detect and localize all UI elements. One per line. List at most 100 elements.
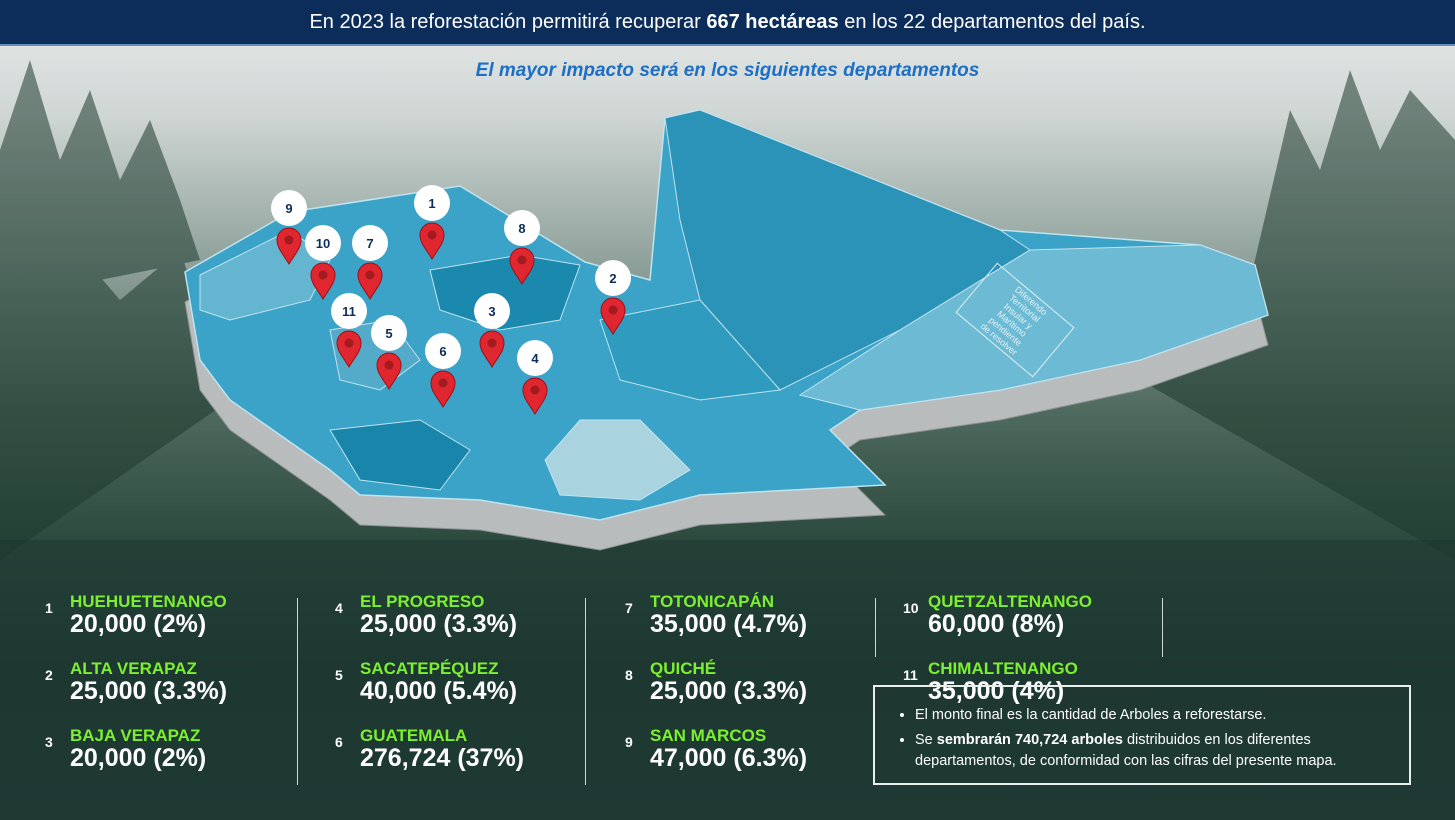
pin-hole (438, 378, 448, 388)
map-pin: 5 (371, 315, 407, 390)
map-pin: 1 (414, 185, 450, 260)
text: Se (915, 732, 937, 748)
department-number: 8 (625, 667, 633, 683)
department-name: SACATEPÉQUEZ (360, 659, 499, 678)
department-number: 11 (903, 667, 918, 683)
department-name: HUEHUETENANGO (70, 592, 227, 611)
pin-label-bg (425, 333, 461, 369)
pin-marker (336, 330, 362, 368)
note-bullet: Se sembrarán 740,724 arboles distribuido… (915, 730, 1395, 772)
map-pin: 6 (425, 333, 461, 408)
pin-number: 11 (342, 304, 356, 319)
department-number: 6 (335, 734, 343, 750)
map-pin: 10 (305, 225, 341, 300)
pin-hole (318, 270, 328, 280)
column-divider (1162, 598, 1163, 657)
pin-hole (365, 270, 375, 280)
pin-number: 9 (285, 201, 292, 216)
column-divider (297, 598, 298, 785)
map-pin: 11 (331, 293, 367, 368)
pin-hole (284, 235, 294, 245)
map-pin: 7 (352, 225, 388, 300)
department-amount: 47,000 (6.3%) (650, 744, 808, 772)
department-number: 7 (625, 600, 633, 616)
subtitle: El mayor impacto será en los siguientes … (475, 60, 980, 81)
pin-marker (376, 352, 402, 390)
department-name: SAN MARCOS (650, 726, 767, 745)
note-box: El monto final es la cantidad de Arboles… (873, 685, 1411, 785)
department-number: 10 (903, 600, 919, 616)
pin-marker (509, 247, 535, 285)
department-amount: 40,000 (5.4%) (360, 677, 518, 705)
department-number: 1 (45, 600, 53, 616)
text: En 2023 la reforestación permitirá recup… (309, 11, 707, 33)
pin-hole (384, 360, 394, 370)
department-name: TOTONICAPÁN (650, 592, 775, 611)
department-name: ALTA VERAPAZ (70, 659, 197, 678)
pin-hole (344, 338, 354, 348)
bold-text: sembrarán 740,724 arboles (936, 732, 1123, 748)
department-amount: 60,000 (8%) (928, 610, 1065, 638)
department-name: QUICHÉ (650, 659, 717, 678)
pin-label-bg (371, 315, 407, 351)
text: en los 22 departamentos del país. (838, 11, 1146, 33)
pin-number: 3 (488, 304, 495, 319)
department-name: EL PROGRESO (360, 592, 485, 611)
pin-label-bg (595, 260, 631, 296)
department-amount: 276,724 (37%) (360, 744, 525, 772)
header-bar: En 2023 la reforestación permitirá recup… (0, 0, 1455, 46)
bold-text: 667 hectáreas (706, 11, 839, 33)
pin-marker (419, 222, 445, 260)
pin-label-bg (331, 293, 367, 329)
pin-marker (600, 297, 626, 335)
pin-number: 6 (439, 344, 446, 359)
department-number: 2 (45, 667, 53, 683)
pin-number: 7 (366, 236, 373, 251)
map-pin: 2 (595, 260, 631, 335)
text: distribuidos en los diferentes departame… (915, 732, 1337, 769)
department-number: 5 (335, 667, 343, 683)
pin-label-bg (517, 340, 553, 376)
pin-number: 8 (518, 221, 525, 236)
department-number: 4 (335, 600, 343, 616)
department-amount: 35,000 (4%) (928, 677, 1065, 705)
pin-number: 4 (531, 351, 539, 366)
department-name: BAJA VERAPAZ (70, 726, 201, 745)
note-bullet: El monto final es la cantidad de Arboles… (915, 705, 1395, 726)
department-name: QUETZALTENANGO (928, 592, 1093, 611)
department-amount: 20,000 (2%) (70, 610, 207, 638)
pin-number: 1 (428, 196, 435, 211)
pin-number: 2 (609, 271, 616, 286)
department-number: 3 (45, 734, 53, 750)
department-amount: 20,000 (2%) (70, 744, 207, 772)
pin-hole (530, 385, 540, 395)
pin-label-bg (352, 225, 388, 261)
map-pin: 4 (517, 340, 553, 415)
pin-label-bg (504, 210, 540, 246)
pin-number: 5 (385, 326, 392, 341)
map-pin: 9 (271, 190, 307, 265)
department-amount: 25,000 (3.3%) (650, 677, 808, 705)
pin-marker (276, 227, 302, 265)
pin-marker (310, 262, 336, 300)
pin-label-bg (271, 190, 307, 226)
pin-label-bg (305, 225, 341, 261)
text: El monto final es la cantidad de Arboles… (915, 707, 1267, 723)
pin-hole (427, 230, 437, 240)
department-amount: 25,000 (3.3%) (360, 610, 518, 638)
pin-number: 10 (316, 236, 330, 251)
pin-label-bg (474, 293, 510, 329)
pin-marker (479, 330, 505, 368)
department-amount: 25,000 (3.3%) (70, 677, 228, 705)
pin-label-bg (414, 185, 450, 221)
pin-hole (487, 338, 497, 348)
department-amount: 35,000 (4.7%) (650, 610, 808, 638)
pin-marker (357, 262, 383, 300)
pin-marker (430, 370, 456, 408)
department-name: CHIMALTENANGO (928, 659, 1078, 678)
map-pin: 3 (474, 293, 510, 368)
